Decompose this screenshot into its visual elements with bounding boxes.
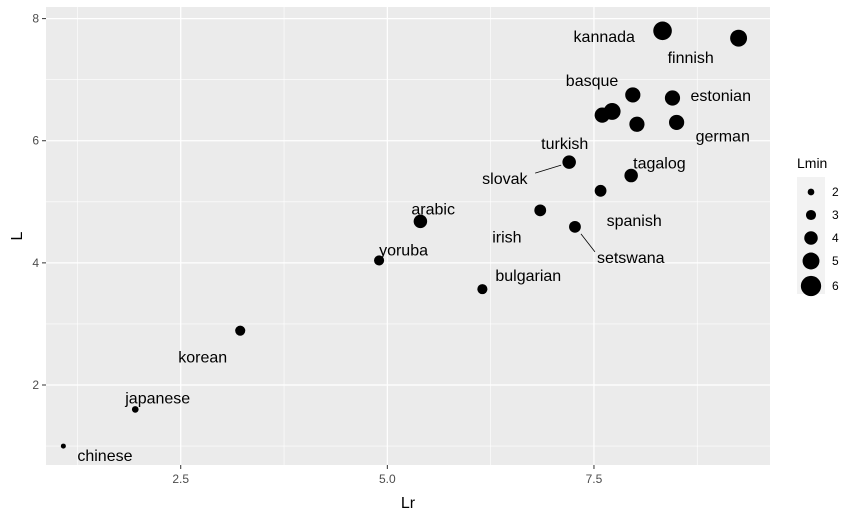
data-point	[625, 87, 641, 103]
point-label-german: german	[696, 128, 750, 145]
data-point	[669, 114, 685, 131]
data-point	[594, 107, 610, 123]
y-tick-label: 4	[32, 256, 39, 270]
point-label-kannada: kannada	[574, 29, 635, 46]
y-tick-label: 6	[32, 134, 39, 148]
point-label-slovak: slovak	[482, 171, 528, 188]
data-point	[594, 184, 607, 197]
point-label-setswana: setswana	[597, 250, 665, 267]
data-point	[477, 284, 488, 295]
legend-label: 5	[832, 254, 839, 268]
label-leader-line	[580, 233, 596, 253]
point-labels: chinese japanese korean yoruba arabic bulgari…	[77, 29, 751, 465]
legend-key-circle	[802, 252, 820, 270]
data-point	[235, 325, 246, 336]
data-point	[562, 155, 576, 169]
data-point	[569, 220, 581, 233]
legend-key-circle	[805, 209, 817, 221]
point-label-tagalog: tagalog	[633, 156, 686, 173]
grid-minor	[46, 7, 770, 465]
point-label-japanese: japanese	[124, 390, 190, 407]
point-label-turkish: turkish	[541, 136, 588, 153]
legend-key-circle	[807, 188, 815, 196]
point-label-basque: basque	[566, 73, 619, 90]
size-legend: Lmin 2 3 4 5 6	[797, 155, 839, 297]
point-label-yoruba: yoruba	[379, 242, 428, 259]
y-tick-label: 2	[32, 378, 39, 392]
data-point	[131, 406, 139, 413]
data-point	[534, 204, 547, 217]
point-label-irish: irish	[492, 229, 521, 246]
point-label-chinese: chinese	[77, 448, 132, 465]
x-tick-label: 7.5	[586, 472, 603, 486]
data-point	[730, 29, 748, 47]
data-points	[60, 21, 748, 449]
y-axis: 2 4 6 8	[32, 12, 46, 392]
grid-major	[46, 7, 770, 465]
x-tick-label: 5.0	[379, 472, 396, 486]
point-label-spanish: spanish	[607, 213, 662, 230]
point-label-korean: korean	[178, 350, 227, 367]
data-point	[413, 214, 428, 229]
y-axis-title: L	[9, 231, 26, 240]
data-point	[60, 443, 66, 449]
legend-key-circle	[804, 231, 818, 245]
data-point	[653, 21, 672, 41]
legend-title: Lmin	[797, 155, 827, 171]
data-point	[374, 255, 385, 266]
label-leader-line	[535, 164, 562, 174]
legend-label: 2	[832, 185, 839, 199]
plot-panel	[46, 7, 770, 465]
point-label-finnish: finnish	[668, 50, 714, 67]
legend-label: 3	[832, 208, 839, 222]
data-point	[629, 116, 645, 132]
legend-key-circle	[800, 275, 822, 297]
x-axis-title: Lr	[401, 495, 416, 512]
data-point	[624, 168, 638, 183]
point-label-bulgarian: bulgarian	[495, 268, 561, 285]
legend-label: 6	[832, 279, 839, 293]
point-label-estonian: estonian	[690, 88, 751, 105]
label-leaders	[535, 164, 596, 253]
data-point	[664, 90, 681, 106]
legend-label: 4	[832, 231, 839, 245]
x-tick-label: 2.5	[172, 472, 189, 486]
x-axis: 2.5 5.0 7.5	[172, 465, 603, 486]
point-label-arabic: arabic	[411, 201, 455, 218]
y-tick-label: 8	[32, 12, 39, 26]
